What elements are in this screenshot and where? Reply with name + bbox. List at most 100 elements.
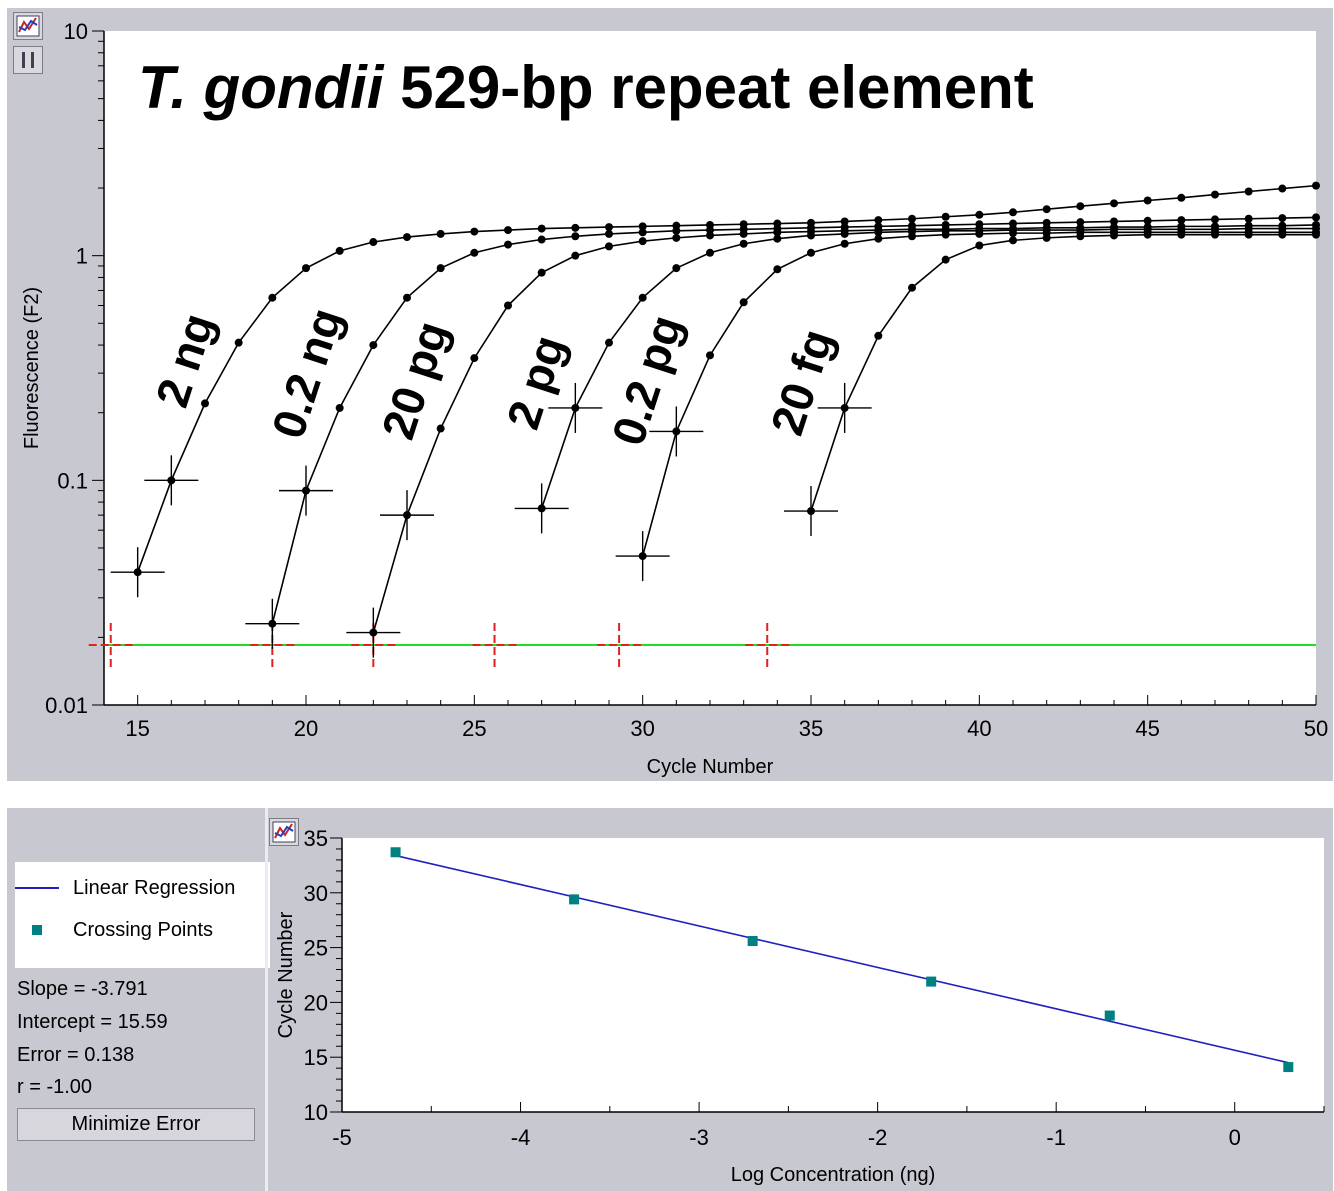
data-point [1143, 230, 1152, 239]
data-point [1211, 190, 1219, 199]
x-tick-label: 20 [294, 716, 318, 741]
data-point [1177, 193, 1186, 202]
data-point [874, 228, 883, 237]
crossing-marker [597, 622, 642, 667]
chart-options-icon[interactable] [13, 12, 43, 40]
legend: Linear Regression Crossing Points [15, 862, 270, 968]
point-swatch-icon [32, 925, 42, 935]
data-point [403, 233, 411, 242]
data-point [1244, 214, 1253, 223]
data-point [807, 231, 815, 240]
data-point [773, 228, 782, 237]
data-point [369, 238, 378, 247]
data-point [739, 298, 748, 307]
data-point [773, 234, 782, 243]
data-point [1278, 214, 1287, 223]
minimize-error-button[interactable]: Minimize Error [17, 1108, 255, 1141]
x-tick-label: 15 [125, 716, 149, 741]
x-tick-label: 40 [967, 716, 991, 741]
amplification-curve [784, 230, 1320, 537]
regression-line [395, 854, 1289, 1064]
x-tick-label: -1 [1046, 1125, 1066, 1150]
data-point [571, 232, 580, 241]
data-point [1177, 230, 1186, 239]
data-point [672, 264, 681, 273]
data-point [605, 223, 613, 232]
x-tick-label: 25 [462, 716, 486, 741]
x-tick-label: -4 [511, 1125, 531, 1150]
data-point [638, 293, 647, 302]
pause-icon[interactable] [13, 46, 43, 74]
data-point [908, 283, 916, 292]
data-point [335, 246, 344, 255]
x-axis-label: Cycle Number [647, 756, 774, 778]
curve-line [540, 227, 1316, 509]
data-point [1110, 199, 1118, 208]
curve-line [271, 216, 1317, 624]
crossing-marker [745, 622, 790, 667]
data-point [1143, 196, 1152, 205]
y-tick-label: 35 [304, 826, 328, 851]
x-tick-label: -2 [868, 1125, 888, 1150]
data-point [335, 403, 344, 412]
data-point [739, 229, 748, 238]
crossing-point [1283, 1062, 1294, 1073]
y-tick-label: 0.01 [45, 693, 88, 718]
legend-label: Crossing Points [73, 918, 214, 941]
y-axis-label: Cycle Number [275, 911, 297, 1038]
slope-text: Slope = -3.791 [17, 978, 148, 1000]
x-tick-label: 45 [1135, 716, 1159, 741]
legend-item-linear-regression: Linear Regression [15, 872, 235, 904]
data-point [941, 230, 950, 239]
data-point [537, 268, 546, 277]
y-tick-label: 25 [304, 936, 328, 961]
data-point [908, 214, 916, 223]
data-point [975, 229, 984, 238]
data-point [638, 228, 647, 237]
data-point [470, 227, 479, 236]
data-point [1312, 213, 1320, 222]
data-point [1312, 230, 1320, 239]
data-point [201, 399, 209, 408]
data-point [1312, 181, 1320, 190]
data-point [369, 341, 378, 350]
data-point [436, 264, 445, 273]
data-point [1211, 215, 1219, 224]
data-point [605, 229, 613, 238]
data-point [504, 226, 512, 235]
plot-area [342, 838, 1324, 1112]
amplification-curve [110, 181, 1320, 598]
data-point [1009, 208, 1017, 217]
y-tick-label: 0.1 [57, 468, 88, 493]
data-point [605, 242, 613, 251]
chart-options-icon[interactable] [269, 818, 299, 846]
data-point [874, 331, 883, 340]
data-point [1042, 205, 1051, 214]
data-point [1244, 230, 1253, 239]
x-tick-label: -3 [689, 1125, 709, 1150]
divider [265, 808, 268, 1191]
data-point [941, 212, 950, 221]
data-point [672, 233, 681, 242]
data-point [1009, 229, 1017, 238]
data-point [537, 224, 546, 233]
crossing-point [1104, 1010, 1115, 1021]
data-point [773, 265, 782, 274]
data-point [1278, 184, 1287, 193]
crossing-marker [88, 622, 133, 667]
data-point [470, 248, 479, 257]
x-tick-label: 35 [799, 716, 823, 741]
standard-curve-chart: -5 -4 -3 -2 -1 0 35 30 25 20 15 10 Log Concentratio… [275, 826, 1325, 1186]
crossing-point [569, 894, 580, 905]
data-point [234, 338, 243, 347]
curve-line [136, 184, 1317, 573]
chart-title: T. gondii 529-bp repeat element [138, 54, 1034, 121]
data-point [436, 424, 445, 433]
y-tick-label: 30 [304, 881, 328, 906]
data-point [638, 222, 647, 231]
y-tick-label: 10 [64, 19, 88, 44]
plot-area [104, 31, 1316, 705]
data-point [1110, 231, 1118, 240]
y-tick-label: 15 [304, 1045, 328, 1070]
